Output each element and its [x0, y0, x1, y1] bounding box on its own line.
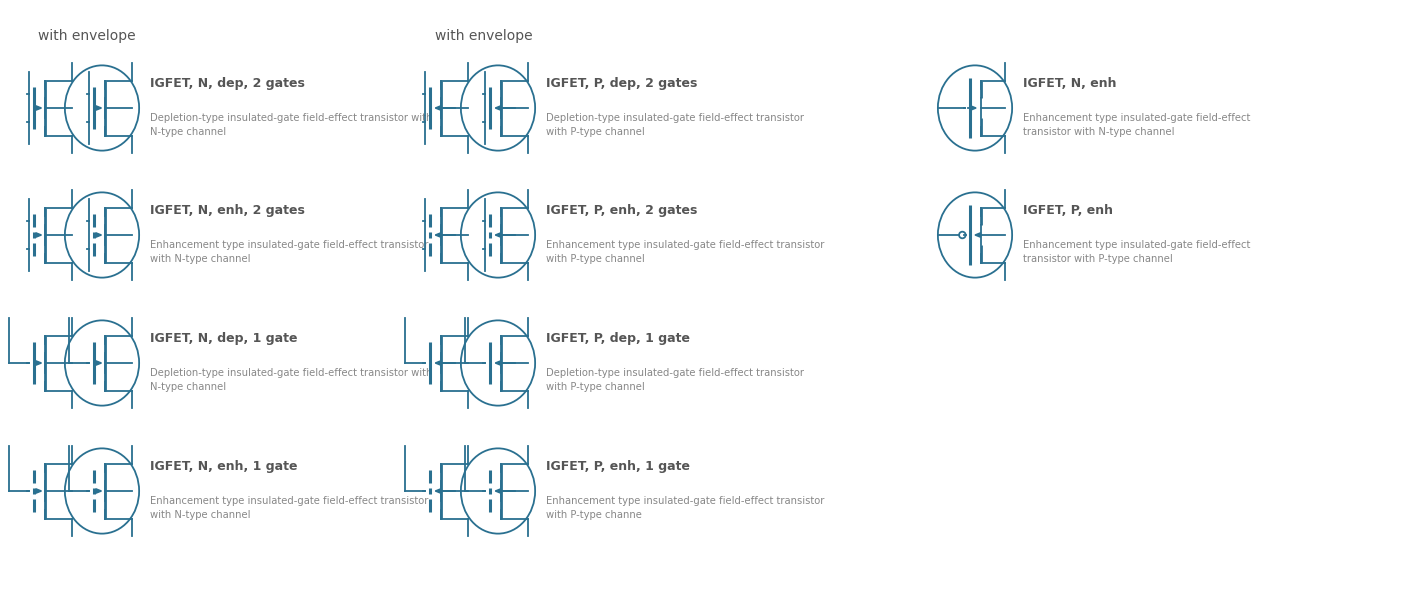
Polygon shape: [96, 361, 102, 365]
Polygon shape: [495, 361, 501, 365]
Text: Enhancement type insulated-gate field-effect
transistor with P-type channel: Enhancement type insulated-gate field-ef…: [1023, 240, 1251, 264]
Text: Enhancement type insulated-gate field-effect transistor
with P-type channel: Enhancement type insulated-gate field-ef…: [546, 240, 825, 264]
Text: IGFET, N, dep, 2 gates: IGFET, N, dep, 2 gates: [150, 77, 304, 90]
Text: IGFET, N, enh, 1 gate: IGFET, N, enh, 1 gate: [150, 460, 297, 473]
Polygon shape: [436, 489, 440, 493]
Polygon shape: [495, 106, 501, 110]
Text: Depletion-type insulated-gate field-effect transistor
with P-type channel: Depletion-type insulated-gate field-effe…: [546, 368, 804, 391]
Text: Enhancement type insulated-gate field-effect transistor
with N-type channel: Enhancement type insulated-gate field-ef…: [150, 240, 429, 264]
Polygon shape: [35, 106, 41, 110]
Text: IGFET, N, enh, 2 gates: IGFET, N, enh, 2 gates: [150, 204, 304, 217]
Text: IGFET, P, dep, 2 gates: IGFET, P, dep, 2 gates: [546, 77, 698, 90]
Polygon shape: [436, 106, 440, 110]
Text: with envelope: with envelope: [434, 29, 532, 43]
Polygon shape: [35, 489, 41, 493]
Polygon shape: [96, 233, 102, 237]
Text: IGFET, N, dep, 1 gate: IGFET, N, dep, 1 gate: [150, 332, 297, 345]
Polygon shape: [35, 233, 41, 237]
Text: with envelope: with envelope: [38, 29, 136, 43]
Polygon shape: [495, 233, 501, 237]
Polygon shape: [436, 361, 440, 365]
Polygon shape: [495, 489, 501, 493]
Polygon shape: [436, 233, 440, 237]
Text: Depletion-type insulated-gate field-effect transistor with
N-type channel: Depletion-type insulated-gate field-effe…: [150, 368, 433, 391]
Polygon shape: [96, 489, 102, 493]
Polygon shape: [975, 233, 981, 237]
Polygon shape: [96, 106, 102, 110]
Text: Depletion-type insulated-gate field-effect transistor
with P-type channel: Depletion-type insulated-gate field-effe…: [546, 113, 804, 136]
Text: IGFET, P, enh: IGFET, P, enh: [1023, 204, 1114, 217]
Text: Depletion-type insulated-gate field-effect transistor with
N-type channel: Depletion-type insulated-gate field-effe…: [150, 113, 433, 136]
Text: IGFET, P, enh, 2 gates: IGFET, P, enh, 2 gates: [546, 204, 698, 217]
Polygon shape: [35, 361, 41, 365]
Text: Enhancement type insulated-gate field-effect transistor
with N-type channel: Enhancement type insulated-gate field-ef…: [150, 496, 429, 519]
Polygon shape: [971, 106, 976, 110]
Text: IGFET, P, enh, 1 gate: IGFET, P, enh, 1 gate: [546, 460, 691, 473]
Text: Enhancement type insulated-gate field-effect
transistor with N-type channel: Enhancement type insulated-gate field-ef…: [1023, 113, 1251, 136]
Text: Enhancement type insulated-gate field-effect transistor
with P-type channe: Enhancement type insulated-gate field-ef…: [546, 496, 825, 519]
Text: IGFET, P, dep, 1 gate: IGFET, P, dep, 1 gate: [546, 332, 691, 345]
Text: IGFET, N, enh: IGFET, N, enh: [1023, 77, 1116, 90]
